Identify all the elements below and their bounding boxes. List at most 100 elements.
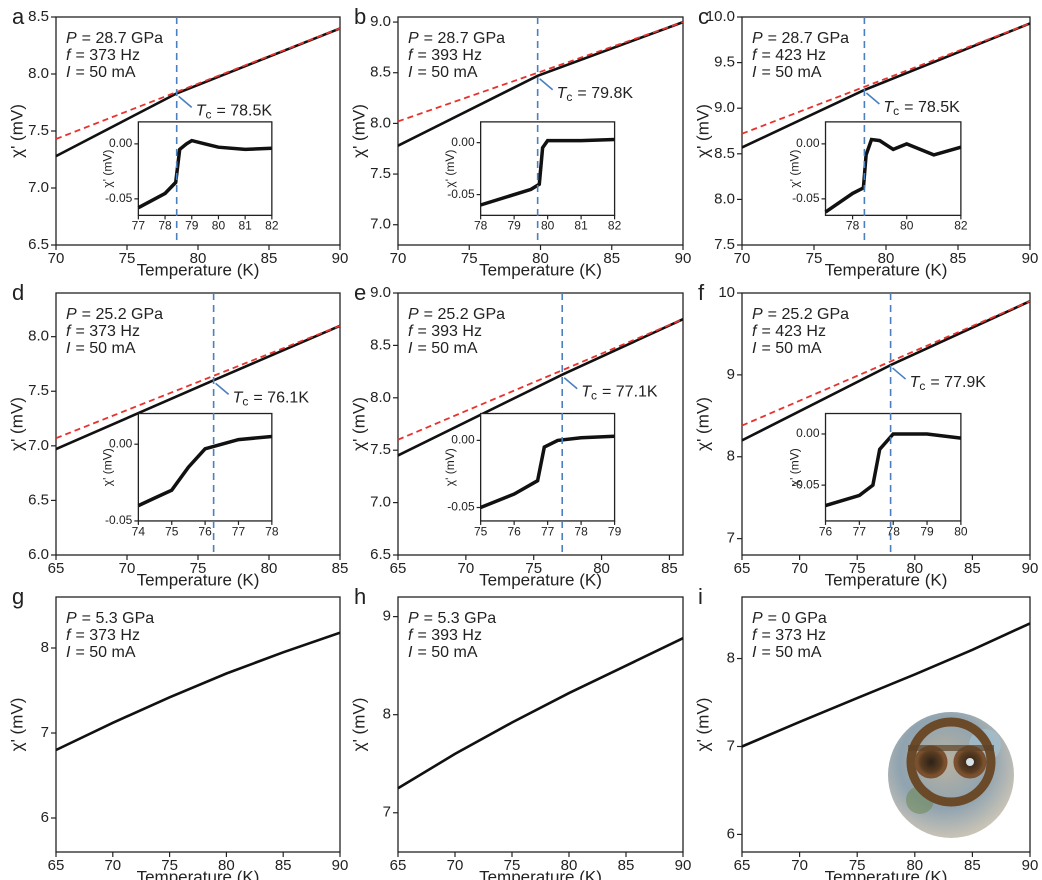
x-tick-label: 80 [593, 560, 610, 577]
x-tick-label: 79 [185, 219, 199, 233]
parameter: P = 0 GPa [752, 610, 827, 627]
y-tick-label: 6.5 [28, 491, 49, 508]
x-tick-label: 78 [158, 219, 172, 233]
x-tick-label: 79 [507, 219, 521, 233]
y-tick-label: 8.0 [370, 389, 391, 406]
parameter: f = 423 Hz [752, 47, 826, 64]
parameter-value: = 373 Hz [761, 627, 825, 644]
y-tick-label: 8 [727, 650, 735, 667]
panel-label: i [698, 584, 703, 609]
parameter: f = 393 Hz [408, 47, 482, 64]
parameter: I = 50 mA [752, 340, 822, 357]
tc-leader [892, 367, 907, 380]
y-tick-label: 8.0 [28, 328, 49, 345]
tc-label: Tc = 78.5K [883, 99, 960, 118]
tc-symbol: T [233, 390, 244, 407]
y-tick-label: 7 [383, 804, 391, 821]
y-axis-title: χ' (mV) [101, 150, 115, 188]
y-tick-label: 8.5 [370, 64, 391, 81]
parameter-value: = 50 mA [761, 340, 821, 357]
x-tick-label: 65 [734, 857, 751, 874]
parameter-value: = 0 GPa [768, 610, 827, 627]
parameter-value: = 50 mA [761, 644, 821, 661]
x-tick-label: 81 [238, 219, 252, 233]
data-line [397, 20, 684, 147]
y-tick-label: -0.05 [447, 500, 475, 514]
x-tick-label: 75 [190, 560, 207, 577]
y-axis-title: χ' (mV) [349, 397, 368, 451]
x-tick-label: 76 [507, 524, 521, 538]
parameter-value: = 5.3 GPa [424, 610, 497, 627]
x-axis-title: Temperature (K) [137, 570, 260, 589]
parameter: P = 28.7 GPa [66, 30, 163, 47]
x-tick-label: 81 [574, 219, 588, 233]
parameter-symbol: P [66, 306, 77, 323]
parameter: P = 25.2 GPa [752, 306, 849, 323]
parameter-symbol: I [408, 64, 413, 81]
parameter-value: = 50 mA [417, 644, 477, 661]
x-tick-label: 78 [846, 219, 860, 233]
x-tick-label: 82 [954, 219, 968, 233]
data-line [741, 622, 1031, 748]
tc-label: Tc = 77.9K [910, 374, 987, 393]
tc-label: Tc = 79.8K [557, 85, 634, 104]
y-tick-label: -0.05 [105, 513, 133, 527]
tc-value: = 78.5K [216, 103, 272, 120]
inset-frame [479, 121, 616, 217]
x-tick-label: 80 [954, 524, 968, 538]
x-tick-label: 70 [48, 250, 65, 267]
parameter-symbol: P [752, 30, 763, 47]
parameter-symbol: f [752, 323, 758, 340]
tc-value: = 78.5K [904, 99, 960, 116]
extrapolation-line [55, 27, 341, 140]
y-tick-label: 9.5 [714, 54, 735, 71]
y-tick-label: 6.5 [370, 546, 391, 563]
parameter: I = 50 mA [752, 644, 822, 661]
sample-photo [888, 712, 1014, 838]
panel-label: g [12, 584, 24, 609]
x-tick-label: 90 [675, 857, 692, 874]
x-tick-label: 77 [132, 219, 146, 233]
tc-symbol: T [581, 384, 592, 401]
x-tick-label: 80 [261, 560, 278, 577]
x-tick-label: 70 [104, 857, 121, 874]
panel-label: e [354, 280, 366, 305]
y-axis-title: χ' (mV) [7, 104, 26, 158]
tc-label: Tc = 78.5K [196, 103, 273, 122]
x-tick-label: 85 [950, 250, 967, 267]
tc-subscript: c [591, 389, 597, 403]
x-tick-label: 80 [900, 219, 914, 233]
x-tick-label: 75 [504, 857, 521, 874]
extrapolation-line [397, 318, 684, 441]
x-tick-label: 79 [608, 524, 622, 538]
tc-value: = 79.8K [577, 85, 633, 102]
x-tick-label: 75 [474, 524, 488, 538]
parameter-value: = 50 mA [761, 64, 821, 81]
x-tick-label: 85 [618, 857, 635, 874]
y-axis-title: χ' (mV) [693, 104, 712, 158]
y-tick-label: 8 [383, 706, 391, 723]
y-tick-label: 7.5 [714, 236, 735, 253]
tc-symbol: T [883, 99, 894, 116]
inset-line [479, 434, 615, 510]
panel-label: c [698, 4, 709, 29]
parameter: I = 50 mA [408, 64, 478, 81]
tc-symbol: T [196, 103, 207, 120]
parameter: P = 25.2 GPa [408, 306, 505, 323]
inset-frame [479, 412, 616, 522]
x-tick-label: 78 [574, 524, 588, 538]
y-tick-label: 6 [727, 825, 735, 842]
x-tick-label: 85 [964, 560, 981, 577]
parameter-value: = 5.3 GPa [82, 610, 155, 627]
x-tick-label: 75 [525, 560, 542, 577]
inset-frame [137, 412, 273, 522]
x-tick-label: 65 [390, 560, 407, 577]
y-tick-label: 0.00 [109, 436, 133, 450]
x-tick-label: 90 [1022, 857, 1039, 874]
y-axis-title: χ' (mV) [693, 397, 712, 451]
tc-subscript: c [566, 90, 572, 104]
y-axis-title: χ' (mV) [788, 448, 802, 486]
y-tick-label: 7 [41, 724, 49, 741]
parameter-value: = 28.7 GPa [424, 30, 505, 47]
